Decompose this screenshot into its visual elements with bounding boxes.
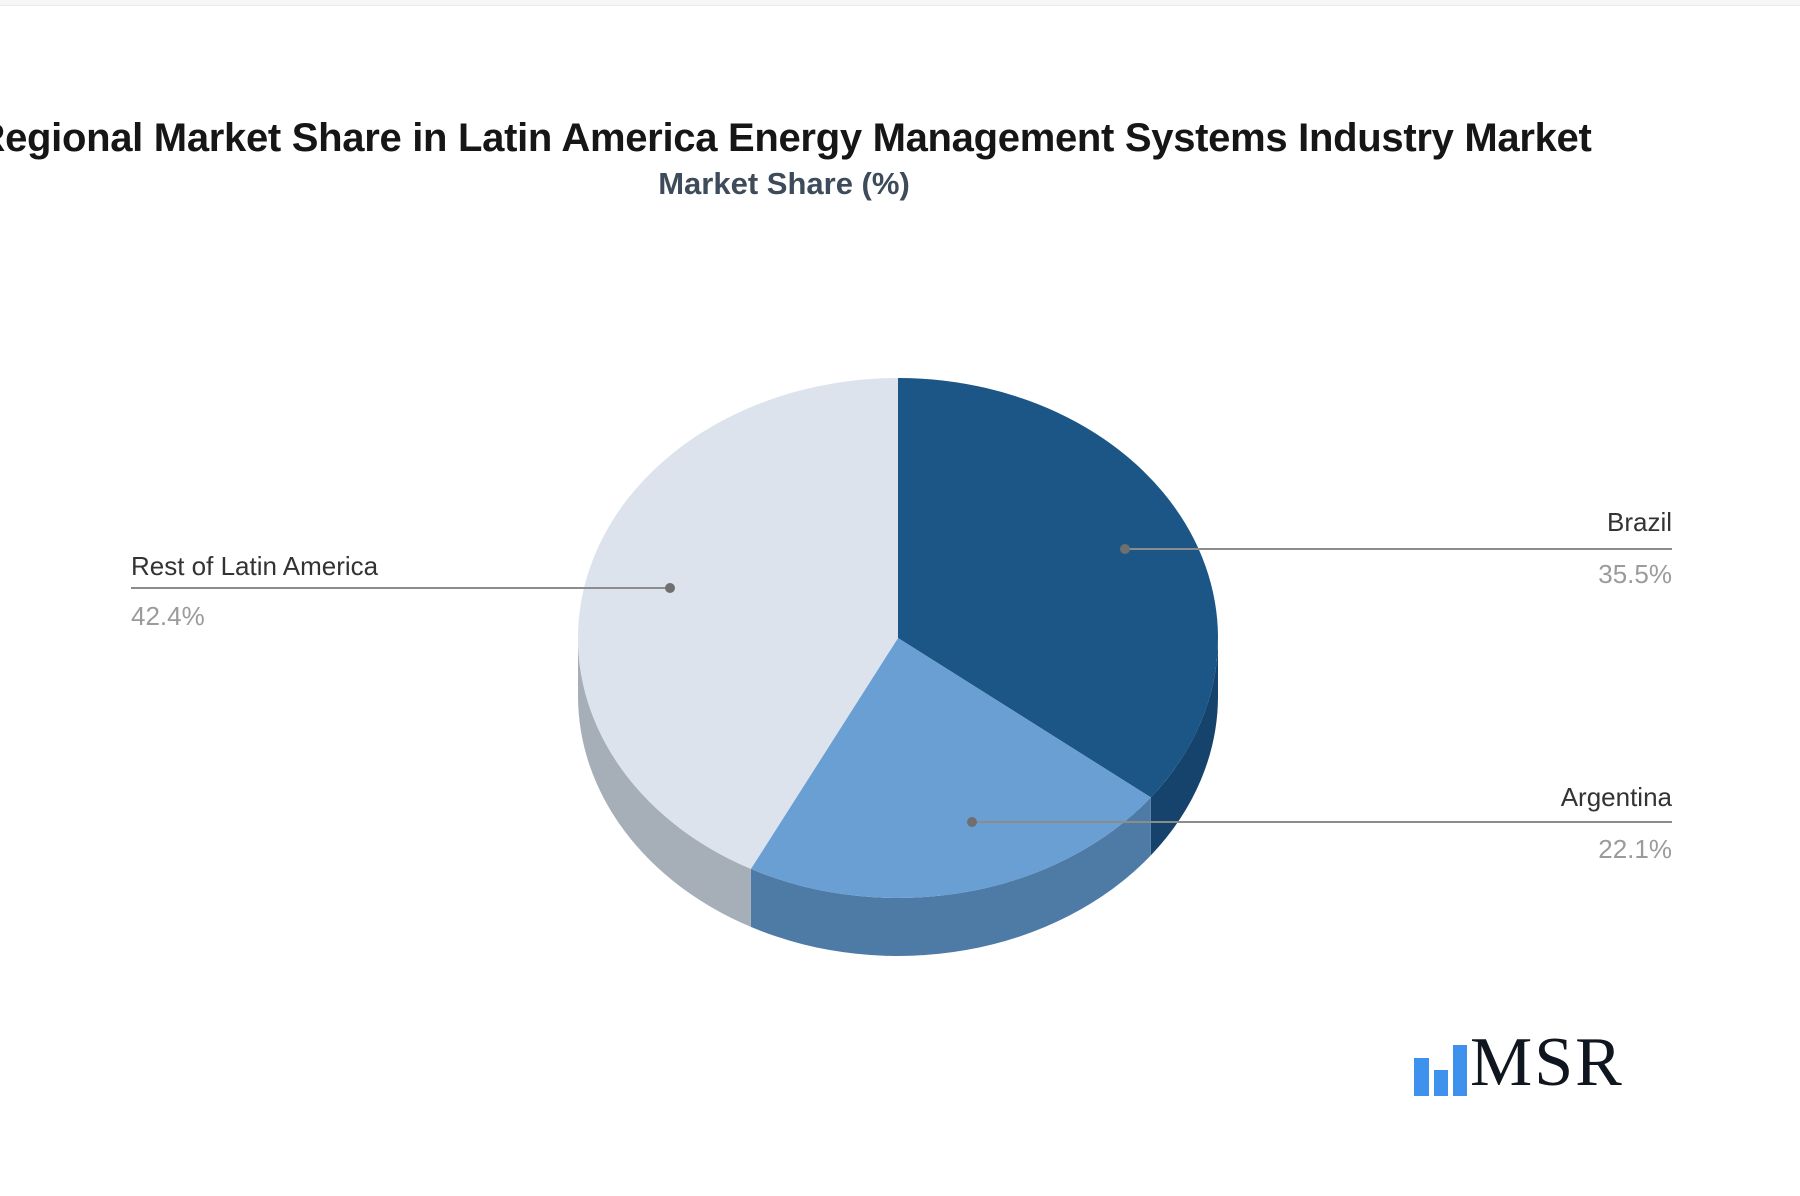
chart-subtitle: Market Share (%)	[658, 166, 910, 201]
logo-bar-chart-icon	[1434, 1070, 1448, 1096]
logo-text: MSR	[1470, 1024, 1624, 1101]
logo-bar-chart-icon	[1453, 1045, 1467, 1096]
label-argentina: Argentina	[1560, 782, 1672, 812]
pie-side-brazil	[1150, 638, 1218, 856]
value-brazil: 35.5%	[1598, 559, 1672, 589]
value-rest-of-latin-america: 42.4%	[131, 601, 205, 631]
pie-side-argentina	[750, 797, 1151, 956]
leader-dot-rest-of-latin-america	[665, 583, 675, 593]
top-border-strip	[0, 0, 1800, 6]
value-argentina: 22.1%	[1598, 834, 1672, 864]
label-brazil: Brazil	[1606, 507, 1672, 537]
leader-dot-brazil	[1120, 544, 1130, 554]
leader-dot-argentina	[967, 817, 977, 827]
pie-slice-brazil	[898, 378, 1218, 798]
chart-title: Regional Market Share in Latin America E…	[0, 116, 1592, 160]
label-rest-of-latin-america: Rest of Latin America	[131, 551, 379, 581]
pie-slice-argentina	[750, 638, 1151, 898]
logo-bar-chart-icon	[1414, 1058, 1429, 1096]
pie-slice-rest-of-latin-america	[578, 377, 898, 869]
pie-side-rest-of-latin-america	[578, 638, 751, 927]
msr-logo: MSR	[1414, 1026, 1654, 1106]
